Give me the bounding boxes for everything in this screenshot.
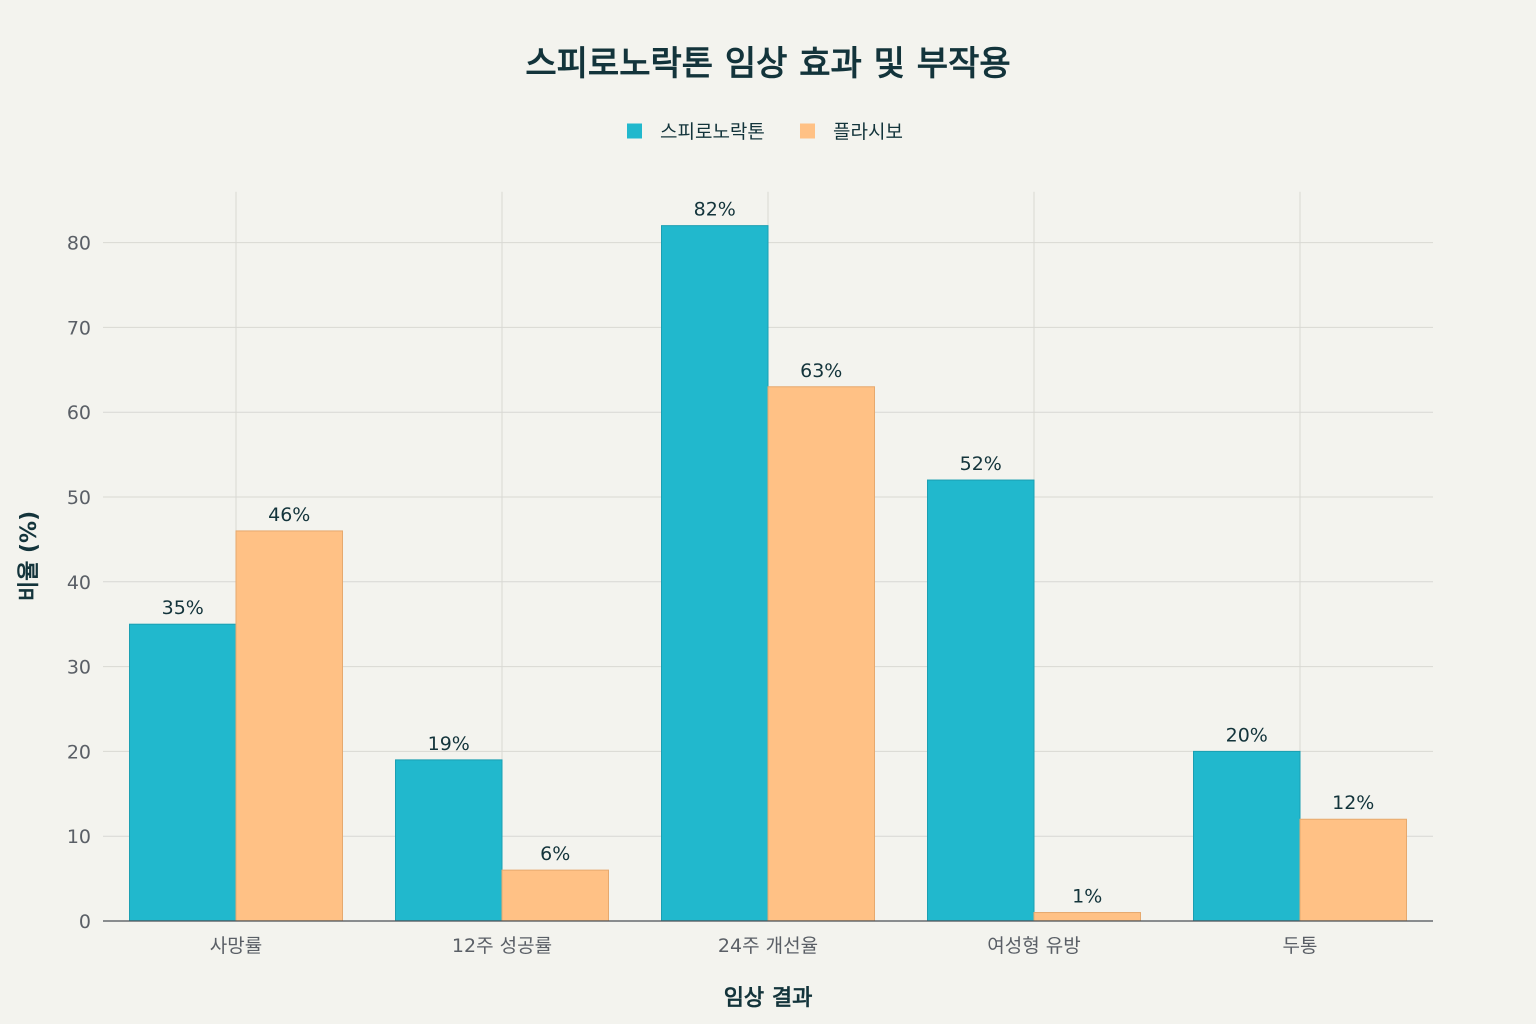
bar-placebo [1299,818,1407,922]
bar-data-label: 63% [800,360,842,382]
legend-swatch-spironolactone [627,123,642,139]
bar-spironolactone [129,623,237,922]
bar-data-label: 46% [268,504,310,526]
bar-data-label: 82% [694,199,736,221]
x-axis-ticks: 사망률 12주 성공률 24주 개선율 여성형 유방 두통 [210,935,1318,957]
y-tick-label: 0 [79,911,91,933]
y-tick-label: 40 [67,572,91,594]
x-tick-label: 사망률 [210,935,262,957]
y-tick-label: 80 [67,233,91,255]
x-tick-label: 여성형 유방 [987,935,1080,957]
y-tick-label: 10 [67,826,91,848]
chart-title: 스피로노락톤 임상 효과 및 부작용 [525,44,1010,84]
bar-spironolactone [1193,750,1301,922]
x-tick-label: 두통 [1283,935,1318,957]
bar-placebo [767,386,875,922]
bar-data-label: 20% [1226,724,1268,746]
bar-data-label: 35% [162,597,204,619]
bar-data-label: 1% [1072,886,1102,908]
bars [129,225,1407,922]
x-axis-title: 임상 결과 [724,986,813,1011]
bar-placebo [501,869,609,922]
y-tick-label: 70 [67,317,91,339]
legend: 스피로노락톤 플라시보 [627,121,903,143]
bar-data-label: 6% [540,843,570,865]
bar-spironolactone [927,479,1035,922]
y-tick-label: 20 [67,741,91,763]
bar-spironolactone [395,759,503,922]
bar-data-label: 52% [960,453,1002,475]
legend-swatch-placebo [800,123,815,139]
bar-data-label: 19% [428,733,470,755]
legend-label-spironolactone: 스피로노락톤 [660,121,765,143]
bar-placebo [235,530,343,922]
bar-spironolactone [661,225,769,922]
bar-data-label: 12% [1332,792,1374,814]
bar-placebo [1033,912,1141,922]
x-tick-label: 24주 개선율 [718,935,818,957]
y-tick-label: 50 [67,487,91,509]
y-tick-label: 60 [67,402,91,424]
y-tick-label: 30 [67,657,91,679]
y-axis-ticks: 0 10 20 30 40 50 60 70 80 [67,233,91,933]
legend-label-placebo: 플라시보 [833,121,903,143]
x-tick-label: 12주 성공률 [452,935,552,957]
y-axis-title: 비율 (%) [17,511,42,601]
data-labels: 35% 19% 82% 52% 20% 46% 6% 63% 1% 12% [162,199,1375,908]
